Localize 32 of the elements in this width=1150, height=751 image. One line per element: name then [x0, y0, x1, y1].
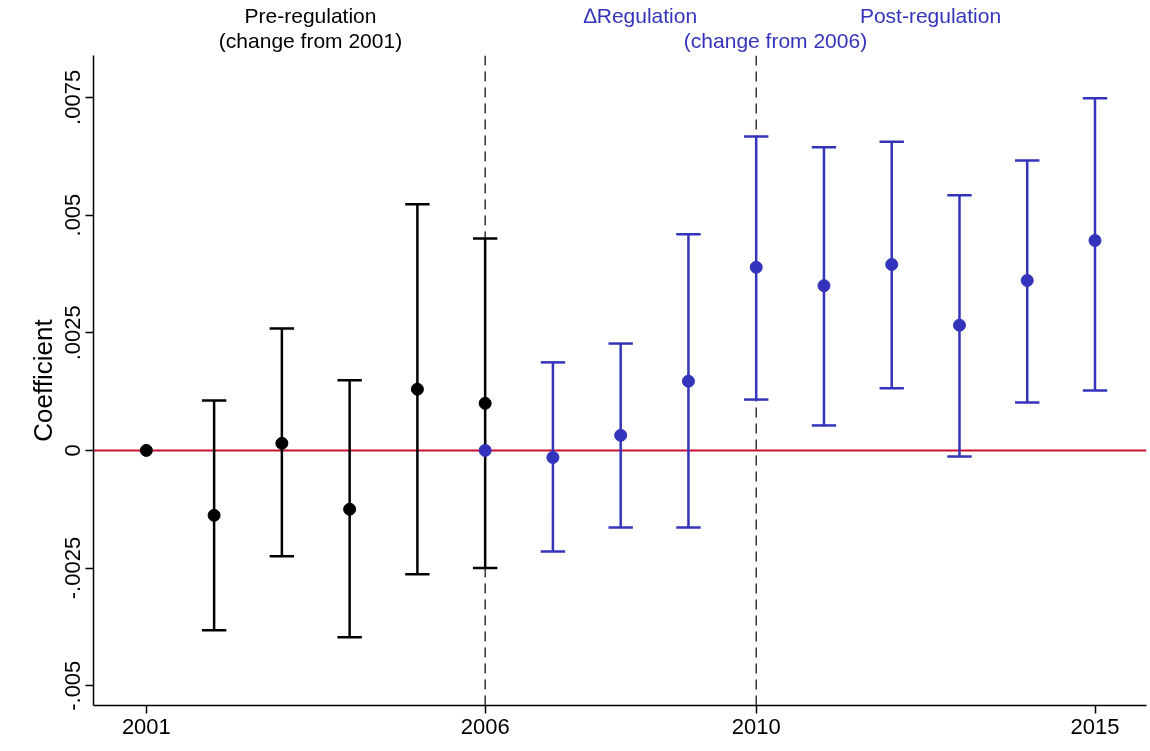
y-tick-label: .005	[60, 193, 86, 237]
point	[139, 443, 153, 457]
x-tick-label: 2006	[460, 713, 510, 739]
point	[478, 443, 492, 457]
y-tick-label: -.005	[60, 660, 86, 711]
x-tick-label: 2015	[1070, 713, 1120, 739]
text: Pre-regulation	[244, 4, 377, 27]
text: (change from 2001)	[218, 29, 403, 52]
point	[546, 450, 560, 464]
text: Post-regulation	[859, 4, 1002, 27]
x-tick-label: 2010	[731, 713, 781, 739]
y-tick-label: .0075	[60, 69, 86, 125]
point	[1020, 273, 1034, 287]
point	[343, 502, 357, 516]
x-tick-label: 2001	[121, 713, 171, 739]
text: (change from 2006)	[683, 29, 868, 52]
point	[207, 508, 221, 522]
text: ∆Regulation	[583, 4, 698, 27]
point	[1088, 233, 1102, 247]
point	[614, 428, 628, 442]
y-axis-title: Coefficient	[27, 318, 58, 442]
point	[885, 257, 899, 271]
y-tick-label: -.0025	[60, 536, 86, 600]
point	[478, 396, 492, 410]
point	[749, 260, 763, 274]
y-tick-label: .0025	[60, 305, 86, 361]
y-tick-label: 0	[60, 444, 86, 457]
point	[410, 382, 424, 396]
point	[817, 279, 831, 293]
point	[275, 436, 289, 450]
point	[681, 374, 695, 388]
point	[952, 318, 966, 332]
